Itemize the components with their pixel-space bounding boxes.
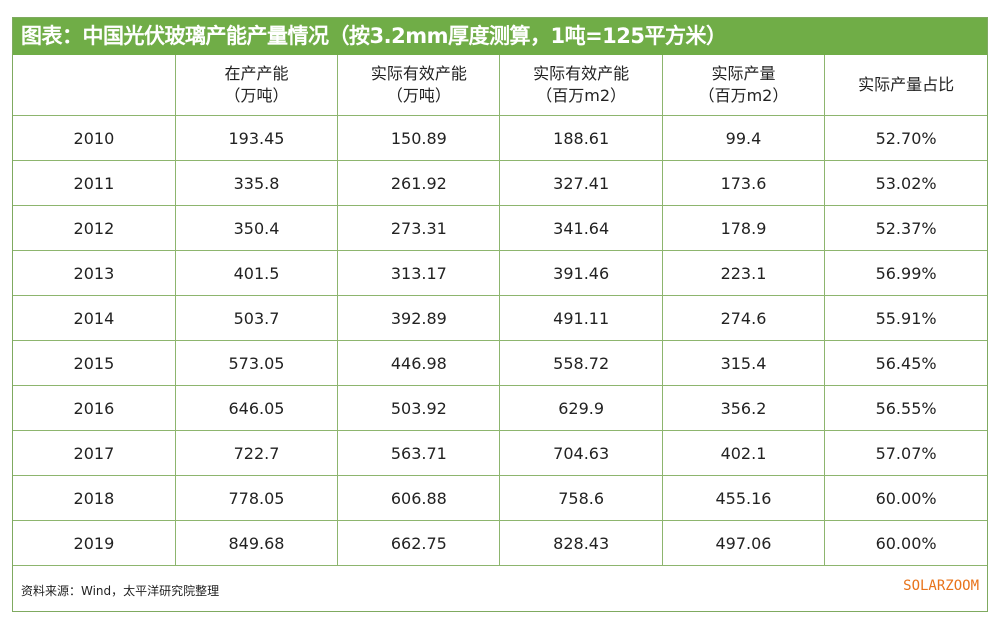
table-cell: 273.31 xyxy=(337,205,501,251)
table-cell: 646.05 xyxy=(174,385,339,431)
table-cell: 606.88 xyxy=(337,475,501,521)
table-title: 图表：中国光伏玻璃产能产量情况（按3.2mm厚度测算，1吨=125平方米） xyxy=(13,18,987,55)
year-cell: 2012 xyxy=(13,205,176,251)
table-row: 2015 573.05 446.98 558.72 315.4 56.45% xyxy=(13,340,987,386)
table-container: 图表：中国光伏玻璃产能产量情况（按3.2mm厚度测算，1吨=125平方米） 在产… xyxy=(12,17,988,612)
header-row: 在产产能 （万吨） 实际有效产能 （万吨） 实际有效产能 （百万m2） 实际产量 （百万m2）… xyxy=(13,55,987,116)
column-header-line1: 实际产量占比 xyxy=(858,75,955,94)
table-cell: 629.9 xyxy=(499,385,663,431)
footer: 资料来源：Wind，太平洋研究院整理 SOLARZOOM xyxy=(13,566,987,612)
column-header xyxy=(13,55,176,116)
table-cell: 341.64 xyxy=(499,205,663,251)
column-header-line1: 实际产量 xyxy=(711,64,776,83)
table-cell: 188.61 xyxy=(499,115,663,161)
table-cell: 356.2 xyxy=(661,385,826,431)
table-cell: 57.07% xyxy=(824,430,987,476)
year-cell: 2017 xyxy=(13,430,176,476)
table-cell: 55.91% xyxy=(824,295,987,341)
table-row: 2017 722.7 563.71 704.63 402.1 57.07% xyxy=(13,430,987,476)
year-cell: 2013 xyxy=(13,250,176,296)
table-cell: 99.4 xyxy=(661,115,826,161)
table-cell: 52.37% xyxy=(824,205,987,251)
column-header-line1: 在产产能 xyxy=(224,64,289,83)
table-cell: 391.46 xyxy=(499,250,663,296)
column-header: 实际有效产能 （百万m2） xyxy=(499,55,663,116)
year-cell: 2016 xyxy=(13,385,176,431)
column-header-line2: （百万m2） xyxy=(698,86,789,105)
table-row: 2013 401.5 313.17 391.46 223.1 56.99% xyxy=(13,250,987,296)
table-cell: 261.92 xyxy=(337,160,501,206)
year-cell: 2015 xyxy=(13,340,176,386)
column-header: 实际有效产能 （万吨） xyxy=(337,55,501,116)
table-row: 2014 503.7 392.89 491.11 274.6 55.91% xyxy=(13,295,987,341)
table-cell: 662.75 xyxy=(337,520,501,566)
column-header: 实际产量 （百万m2） xyxy=(661,55,826,116)
table-cell: 491.11 xyxy=(499,295,663,341)
table-cell: 150.89 xyxy=(337,115,501,161)
table-cell: 173.6 xyxy=(661,160,826,206)
table-cell: 573.05 xyxy=(174,340,339,386)
year-cell: 2011 xyxy=(13,160,176,206)
table-cell: 722.7 xyxy=(174,430,339,476)
table-row: 2011 335.8 261.92 327.41 173.6 53.02% xyxy=(13,160,987,206)
year-cell: 2019 xyxy=(13,520,176,566)
table-cell: 503.92 xyxy=(337,385,501,431)
table-cell: 60.00% xyxy=(824,475,987,521)
year-cell: 2010 xyxy=(13,115,176,161)
source-note: 资料来源：Wind，太平洋研究院整理 xyxy=(21,584,220,598)
table-cell: 503.7 xyxy=(174,295,339,341)
table-cell: 446.98 xyxy=(337,340,501,386)
table-cell: 274.6 xyxy=(661,295,826,341)
table-row: 2018 778.05 606.88 758.6 455.16 60.00% xyxy=(13,475,987,521)
table-row: 2012 350.4 273.31 341.64 178.9 52.37% xyxy=(13,205,987,251)
table-cell: 392.89 xyxy=(337,295,501,341)
table-cell: 402.1 xyxy=(661,430,826,476)
table-cell: 327.41 xyxy=(499,160,663,206)
table-cell: 350.4 xyxy=(174,205,339,251)
data-table: 在产产能 （万吨） 实际有效产能 （万吨） 实际有效产能 （百万m2） 实际产量 （百万m2）… xyxy=(13,55,987,566)
table-cell: 497.06 xyxy=(661,520,826,566)
table-row: 2016 646.05 503.92 629.9 356.2 56.55% xyxy=(13,385,987,431)
column-header: 实际产量占比 xyxy=(824,55,987,116)
table-cell: 223.1 xyxy=(661,250,826,296)
column-header-line2: （百万m2） xyxy=(536,86,627,105)
column-header-line2: （万吨） xyxy=(224,86,289,105)
table-cell: 558.72 xyxy=(499,340,663,386)
table-cell: 56.45% xyxy=(824,340,987,386)
table-cell: 828.43 xyxy=(499,520,663,566)
table-cell: 56.55% xyxy=(824,385,987,431)
column-header: 在产产能 （万吨） xyxy=(174,55,339,116)
table-cell: 60.00% xyxy=(824,520,987,566)
year-cell: 2018 xyxy=(13,475,176,521)
solarzoom-logo: SOLARZOOM xyxy=(903,578,979,594)
table-cell: 401.5 xyxy=(174,250,339,296)
table-cell: 778.05 xyxy=(174,475,339,521)
table-cell: 455.16 xyxy=(661,475,826,521)
table-cell: 758.6 xyxy=(499,475,663,521)
table-cell: 563.71 xyxy=(337,430,501,476)
column-header-line2: （万吨） xyxy=(386,86,451,105)
table-cell: 335.8 xyxy=(174,160,339,206)
table-cell: 313.17 xyxy=(337,250,501,296)
table-cell: 52.70% xyxy=(824,115,987,161)
column-header-line1: 实际有效产能 xyxy=(370,64,467,83)
table-cell: 178.9 xyxy=(661,205,826,251)
table-cell: 53.02% xyxy=(824,160,987,206)
table-cell: 315.4 xyxy=(661,340,826,386)
table-cell: 849.68 xyxy=(174,520,339,566)
table-cell: 56.99% xyxy=(824,250,987,296)
year-cell: 2014 xyxy=(13,295,176,341)
table-cell: 193.45 xyxy=(174,115,339,161)
column-header-line1: 实际有效产能 xyxy=(533,64,630,83)
table-cell: 704.63 xyxy=(499,430,663,476)
table-row: 2019 849.68 662.75 828.43 497.06 60.00% xyxy=(13,520,987,566)
table-row: 2010 193.45 150.89 188.61 99.4 52.70% xyxy=(13,115,987,161)
